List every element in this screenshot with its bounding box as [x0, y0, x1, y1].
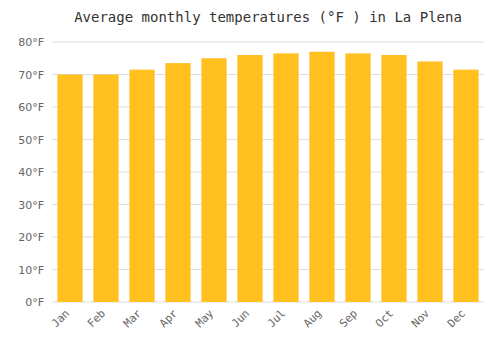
bar: [129, 70, 154, 302]
bar: [237, 55, 262, 302]
bar: [309, 52, 334, 302]
bar: [273, 53, 298, 302]
bar: [453, 70, 478, 302]
bar: [57, 75, 82, 303]
x-tick-label: Apr: [157, 307, 181, 331]
bar: [345, 53, 370, 302]
chart-container: Average monthly temperatures (°F ) in La…: [0, 0, 500, 350]
y-tick-label: 20°F: [18, 231, 44, 244]
x-tick-label: Jun: [229, 307, 252, 330]
y-tick-label: 80°F: [18, 36, 44, 49]
x-axis: Jan Feb Mar Apr May Jun Jul Aug Sep Oct Nov Dec: [49, 307, 468, 331]
x-tick-label: Sep: [337, 307, 360, 330]
y-tick-label: 0°F: [25, 296, 44, 309]
x-tick-label: Feb: [85, 307, 108, 330]
y-tick-label: 60°F: [18, 101, 44, 114]
x-tick-label: Jul: [265, 307, 288, 330]
y-tick-label: 50°F: [18, 134, 44, 147]
bars: [57, 52, 478, 302]
bar: [417, 62, 442, 303]
chart: Average monthly temperatures (°F ) in La…: [0, 0, 500, 350]
x-tick-label: May: [193, 307, 217, 331]
y-tick-label: 30°F: [18, 199, 44, 212]
grid-line: [52, 42, 484, 43]
x-tick-label: Dec: [445, 307, 468, 330]
x-tick-label: Oct: [373, 307, 396, 330]
y-axis: 0°F 10°F 20°F 30°F 40°F 50°F 60°F 70°F 80°F: [18, 36, 484, 309]
bar: [93, 75, 118, 303]
x-tick-label: Nov: [409, 307, 433, 331]
y-tick-label: 10°F: [18, 264, 44, 277]
x-tick-label: Mar: [121, 307, 145, 331]
y-tick-label: 40°F: [18, 166, 44, 179]
bar: [165, 63, 190, 302]
y-tick-label: 70°F: [18, 69, 44, 82]
x-tick-label: Aug: [301, 307, 324, 330]
title: Average monthly temperatures (°F ) in La…: [74, 9, 462, 25]
bar: [201, 58, 226, 302]
x-tick-label: Jan: [49, 307, 72, 330]
bar: [381, 55, 406, 302]
